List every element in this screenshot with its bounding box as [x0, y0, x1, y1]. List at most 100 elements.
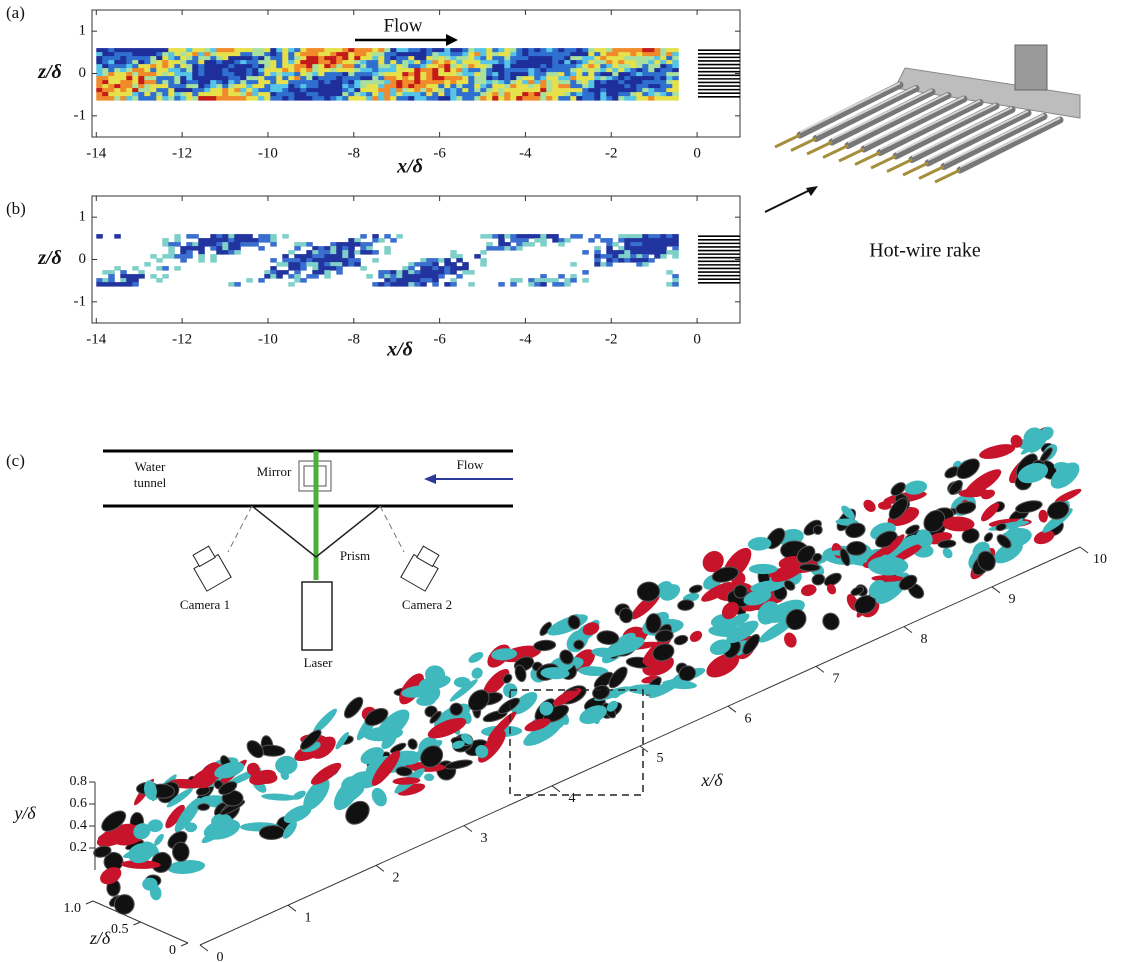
field-cell — [618, 60, 625, 65]
field-cell — [582, 52, 589, 57]
field-cell — [258, 88, 265, 93]
probe — [924, 109, 1032, 167]
field-cell — [378, 48, 385, 53]
probe-hl — [815, 85, 917, 137]
field-cell — [558, 92, 565, 97]
field-cell — [210, 88, 217, 93]
field-cell — [162, 52, 169, 57]
field-cell — [282, 48, 289, 53]
schematic-label: Prism — [340, 548, 370, 563]
field-cell — [138, 84, 145, 89]
field-cell — [108, 270, 115, 275]
field-cell — [486, 242, 493, 247]
field-cell — [324, 80, 331, 85]
field-cell — [318, 92, 325, 97]
field-cell — [534, 56, 541, 61]
field-cell — [150, 274, 157, 279]
field-cell — [540, 238, 547, 243]
field-cell — [648, 52, 655, 57]
schematic-label: Camera 1 — [180, 597, 230, 612]
field-cell — [204, 52, 211, 57]
field-cell — [612, 60, 619, 65]
field-cell — [390, 80, 397, 85]
vortex-blob — [904, 480, 928, 495]
field-cell — [312, 80, 319, 85]
field-cell — [672, 234, 679, 239]
field-cell — [540, 68, 547, 73]
field-cell — [264, 234, 271, 239]
field-cell — [528, 56, 535, 61]
field-cell — [612, 242, 619, 247]
field-cell — [378, 76, 385, 81]
field-cell — [570, 48, 577, 53]
field-cell — [342, 254, 349, 259]
field-cell — [174, 80, 181, 85]
field-cell — [102, 96, 109, 101]
field-cell — [372, 84, 379, 89]
probe-hl — [959, 117, 1061, 168]
field-cell — [378, 84, 385, 89]
field-cell — [462, 64, 469, 69]
field-cell — [582, 96, 589, 101]
field-cell — [444, 52, 451, 57]
field-cell — [174, 234, 181, 239]
field-cell — [102, 72, 109, 77]
field-cell — [426, 88, 433, 93]
field-cell — [468, 88, 475, 93]
field-cell — [402, 84, 409, 89]
field-cell — [408, 60, 415, 65]
field-cell — [354, 262, 361, 267]
field-cell — [630, 258, 637, 263]
field-cell — [582, 84, 589, 89]
field-cell — [318, 258, 325, 263]
field-cell — [198, 92, 205, 97]
field-cell — [330, 48, 337, 53]
field-cell — [312, 250, 319, 255]
field-cell — [222, 60, 229, 65]
field-cell — [432, 270, 439, 275]
field-cell — [450, 76, 457, 81]
field-cell — [264, 88, 271, 93]
field-cell — [516, 246, 523, 251]
field-cell — [396, 76, 403, 81]
field-cell — [390, 278, 397, 283]
field-cell — [660, 80, 667, 85]
vortex-blob — [915, 529, 933, 548]
field-cell — [174, 60, 181, 65]
field-cell — [510, 76, 517, 81]
field-cell — [138, 60, 145, 65]
field-cell — [582, 48, 589, 53]
field-cell — [324, 266, 331, 271]
field-cell — [252, 88, 259, 93]
field-cell — [522, 238, 529, 243]
field-cell — [264, 84, 271, 89]
x-tick-label: 10 — [1093, 552, 1107, 567]
field-cell — [660, 246, 667, 251]
field-cell — [588, 88, 595, 93]
vortex-blob — [449, 702, 464, 716]
probe-tip — [790, 137, 817, 152]
field-cell — [120, 270, 127, 275]
vortex-blob — [758, 617, 795, 643]
field-cell — [612, 76, 619, 81]
field-cell — [552, 234, 559, 239]
x-tick-label: -8 — [348, 145, 361, 161]
field-cell — [570, 72, 577, 77]
field-cell — [618, 254, 625, 259]
field-cell — [450, 278, 457, 283]
field-cell — [378, 80, 385, 85]
field-cell — [174, 96, 181, 101]
field-cell — [312, 52, 319, 57]
vortex-blob — [823, 572, 842, 587]
field-cell — [390, 92, 397, 97]
vortex-blob — [677, 599, 695, 611]
field-cell — [138, 80, 145, 85]
vortex-blob — [360, 747, 384, 765]
field-cell — [318, 96, 325, 101]
field-cell — [324, 76, 331, 81]
field-cell — [576, 96, 583, 101]
field-cell — [666, 64, 673, 69]
field-cell — [528, 234, 535, 239]
field-cell — [288, 266, 295, 271]
field-cell — [294, 258, 301, 263]
